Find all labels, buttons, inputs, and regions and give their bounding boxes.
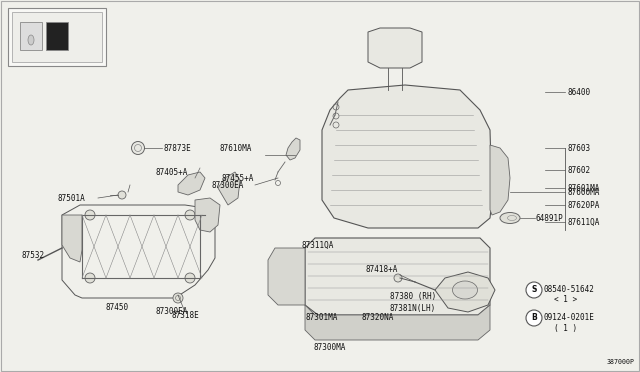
Text: 87381N(LH): 87381N(LH) (390, 304, 436, 312)
Circle shape (118, 191, 126, 199)
Text: 87405+A: 87405+A (155, 167, 188, 176)
Text: 87455+A: 87455+A (222, 173, 254, 183)
Polygon shape (286, 138, 300, 160)
Bar (8, 8, 106, 66)
Circle shape (85, 210, 95, 220)
Circle shape (185, 210, 195, 220)
Circle shape (394, 274, 402, 282)
Circle shape (526, 310, 542, 326)
Bar (46, 22, 68, 50)
Text: 387000P: 387000P (607, 359, 635, 365)
Text: 87300EA: 87300EA (212, 180, 244, 189)
Text: 87311QA: 87311QA (302, 241, 334, 250)
Polygon shape (322, 85, 492, 228)
Ellipse shape (28, 35, 34, 45)
Polygon shape (178, 172, 205, 195)
Polygon shape (268, 248, 305, 305)
Bar (12, 12, 102, 62)
Text: B: B (531, 314, 537, 323)
Polygon shape (305, 305, 490, 340)
Text: 87600MA: 87600MA (568, 187, 600, 196)
Text: 87380 (RH): 87380 (RH) (390, 292, 436, 301)
Polygon shape (195, 198, 220, 232)
Text: 87320NA: 87320NA (362, 314, 394, 323)
Polygon shape (368, 28, 422, 68)
Text: 87620PA: 87620PA (568, 201, 600, 209)
Circle shape (131, 141, 145, 154)
Circle shape (173, 293, 183, 303)
Text: 08540-51642: 08540-51642 (544, 285, 595, 295)
Text: 87873E: 87873E (163, 144, 191, 153)
Polygon shape (490, 145, 510, 215)
Text: 64891P: 64891P (536, 214, 564, 222)
Ellipse shape (452, 281, 477, 299)
Text: 87300EA: 87300EA (155, 308, 188, 317)
Text: 87611QA: 87611QA (568, 218, 600, 227)
Text: 09124-0201E: 09124-0201E (544, 314, 595, 323)
Circle shape (526, 282, 542, 298)
Text: 87300MA: 87300MA (314, 343, 346, 353)
Text: 87603: 87603 (568, 144, 591, 153)
Text: ( 1 ): ( 1 ) (554, 324, 577, 333)
Text: < 1 >: < 1 > (554, 295, 577, 305)
Text: 87532: 87532 (22, 250, 45, 260)
Polygon shape (218, 172, 240, 205)
Text: 87602: 87602 (568, 166, 591, 174)
Text: 87610MA: 87610MA (220, 144, 252, 153)
Text: S: S (531, 285, 537, 295)
Circle shape (85, 273, 95, 283)
Text: 87601MA: 87601MA (568, 183, 600, 192)
Ellipse shape (500, 212, 520, 224)
Text: 86400: 86400 (568, 87, 591, 96)
Text: 87301MA: 87301MA (305, 314, 337, 323)
Circle shape (185, 273, 195, 283)
Text: 87450: 87450 (105, 304, 128, 312)
Polygon shape (62, 215, 82, 262)
Text: 87318E: 87318E (172, 311, 200, 321)
Polygon shape (435, 272, 495, 312)
Text: 87418+A: 87418+A (365, 266, 397, 275)
Bar (20, 22, 42, 50)
Polygon shape (305, 238, 490, 315)
Text: 87501A: 87501A (58, 193, 86, 202)
